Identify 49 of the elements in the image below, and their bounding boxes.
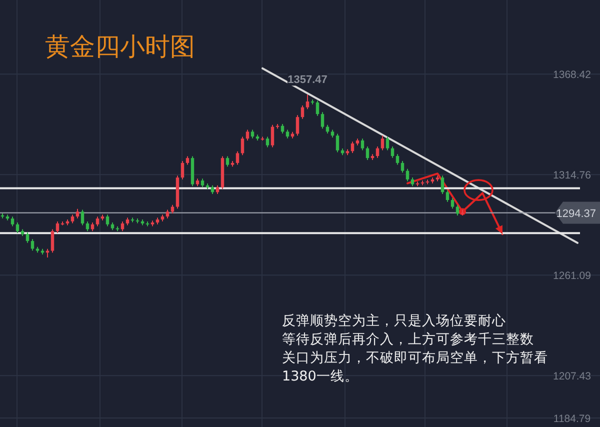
annotation: 1357.47 [288, 74, 328, 86]
y-tick-label: 1184.79 [553, 413, 591, 426]
candlestick [270, 124, 274, 148]
candlestick [226, 156, 230, 168]
candlestick [440, 175, 444, 195]
line-series [406, 172, 504, 236]
candlestick [266, 136, 270, 148]
candlestick [80, 209, 84, 226]
candlestick [96, 216, 100, 227]
annotation: 等待反弹后再介入，上方可参考千三整数 [282, 332, 534, 348]
candlestick [446, 190, 450, 202]
candlestick [50, 228, 54, 254]
candlestick [296, 114, 300, 136]
annotation: 1380一线。 [282, 368, 358, 384]
candlestick [366, 146, 370, 160]
ref-line-label: 1294.37 [556, 208, 596, 220]
candlestick [360, 138, 364, 151]
candlestick [76, 208, 80, 219]
candlestick [240, 136, 244, 156]
y-tick-label: 1207.43 [553, 370, 592, 383]
candlestick [396, 154, 400, 166]
candlestick [306, 94, 310, 110]
candlestick [380, 135, 384, 151]
candlestick [350, 141, 354, 154]
candlestick [30, 238, 34, 252]
candlestick [386, 136, 390, 151]
candlestick [10, 216, 14, 227]
candlestick [406, 168, 410, 182]
candlestick [26, 232, 30, 244]
candlestick [376, 146, 380, 158]
candlestick [246, 129, 250, 141]
annotation: 反弹顺势空为主，只是入场位要耐心 [282, 313, 506, 329]
y-tick-label: 1314.76 [553, 170, 592, 182]
candlestick [300, 104, 304, 120]
annotation: 关口为压力，不破即可布局空单，下方暂看 [282, 350, 548, 366]
text: 黄金四小时图 [45, 32, 195, 61]
candlestick [180, 160, 184, 180]
candlestick [16, 222, 20, 234]
candlestick [336, 133, 340, 153]
candlestick [316, 100, 320, 116]
candlestick [320, 112, 324, 130]
candlestick [106, 214, 110, 227]
candlestick [450, 198, 454, 210]
candlestick [56, 221, 60, 234]
candlestick [400, 160, 404, 174]
candlestick [390, 146, 394, 158]
candlestick [236, 150, 240, 166]
y-tick-label: 1368.42 [553, 69, 592, 82]
y-tick-label: 1261.09 [553, 270, 592, 282]
